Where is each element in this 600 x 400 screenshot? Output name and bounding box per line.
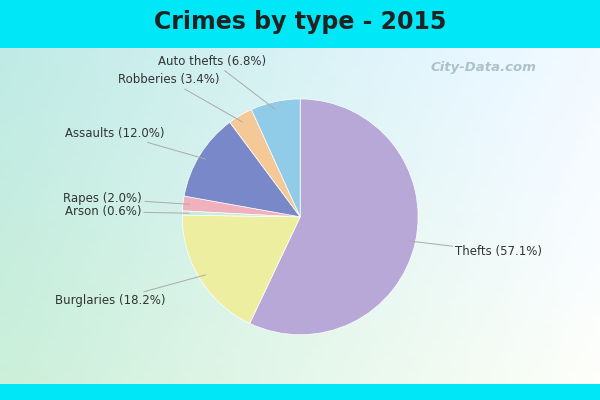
Wedge shape — [251, 99, 300, 217]
Text: Arson (0.6%): Arson (0.6%) — [65, 205, 189, 218]
Wedge shape — [184, 122, 300, 217]
Text: Thefts (57.1%): Thefts (57.1%) — [409, 241, 542, 258]
Wedge shape — [182, 211, 300, 217]
Wedge shape — [182, 196, 300, 217]
Text: Crimes by type - 2015: Crimes by type - 2015 — [154, 10, 446, 34]
Text: Robberies (3.4%): Robberies (3.4%) — [118, 73, 242, 122]
Text: Auto thefts (6.8%): Auto thefts (6.8%) — [158, 55, 275, 109]
Wedge shape — [250, 99, 418, 335]
Text: Rapes (2.0%): Rapes (2.0%) — [64, 192, 190, 205]
Wedge shape — [230, 110, 300, 217]
Wedge shape — [182, 215, 300, 323]
Bar — [0, 0, 600, 48]
Text: Assaults (12.0%): Assaults (12.0%) — [65, 127, 205, 159]
Bar — [0, 384, 600, 400]
Text: City-Data.com: City-Data.com — [430, 62, 536, 74]
Text: Burglaries (18.2%): Burglaries (18.2%) — [55, 275, 205, 308]
